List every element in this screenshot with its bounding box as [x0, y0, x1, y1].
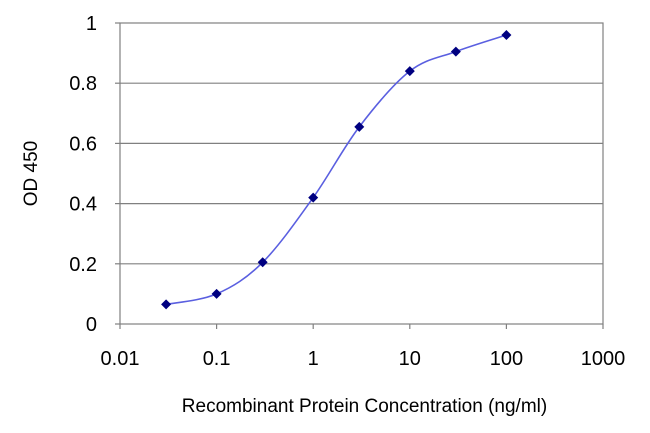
x-tick-label: 1000: [581, 348, 626, 370]
plot-frame: [119, 22, 604, 325]
y-tick-label: 0.4: [69, 194, 97, 216]
data-point: [501, 30, 512, 41]
data-point: [161, 299, 172, 310]
x-tick-label: 100: [490, 348, 523, 370]
y-tick-label: 1: [86, 13, 97, 35]
data-point: [211, 288, 222, 299]
series-markers: [161, 30, 512, 310]
data-point: [404, 66, 415, 77]
data-point: [450, 46, 461, 57]
series-line: [165, 34, 507, 306]
y-axis: 0 0.2 0.4 0.6 0.8 1: [69, 13, 120, 336]
x-tick-label: 1: [308, 348, 319, 370]
x-axis: 0.01 0.1 1 10 100 1000: [101, 324, 626, 370]
x-tick-label: 0.01: [101, 348, 140, 370]
data-point: [257, 257, 268, 268]
x-axis-title: Recombinant Protein Concentration (ng/ml…: [182, 396, 547, 417]
data-point: [308, 192, 319, 203]
y-tick-label: 0: [86, 314, 97, 336]
y-tick-label: 0.2: [69, 254, 97, 276]
y-tick-label: 0.8: [69, 73, 97, 95]
y-tick-label: 0.6: [69, 133, 97, 155]
grid-lines: [120, 82, 603, 265]
x-tick-label: 10: [399, 348, 421, 370]
data-point: [354, 121, 365, 132]
x-tick-label: 0.1: [203, 348, 231, 370]
y-axis-title: OD 450: [21, 141, 42, 206]
